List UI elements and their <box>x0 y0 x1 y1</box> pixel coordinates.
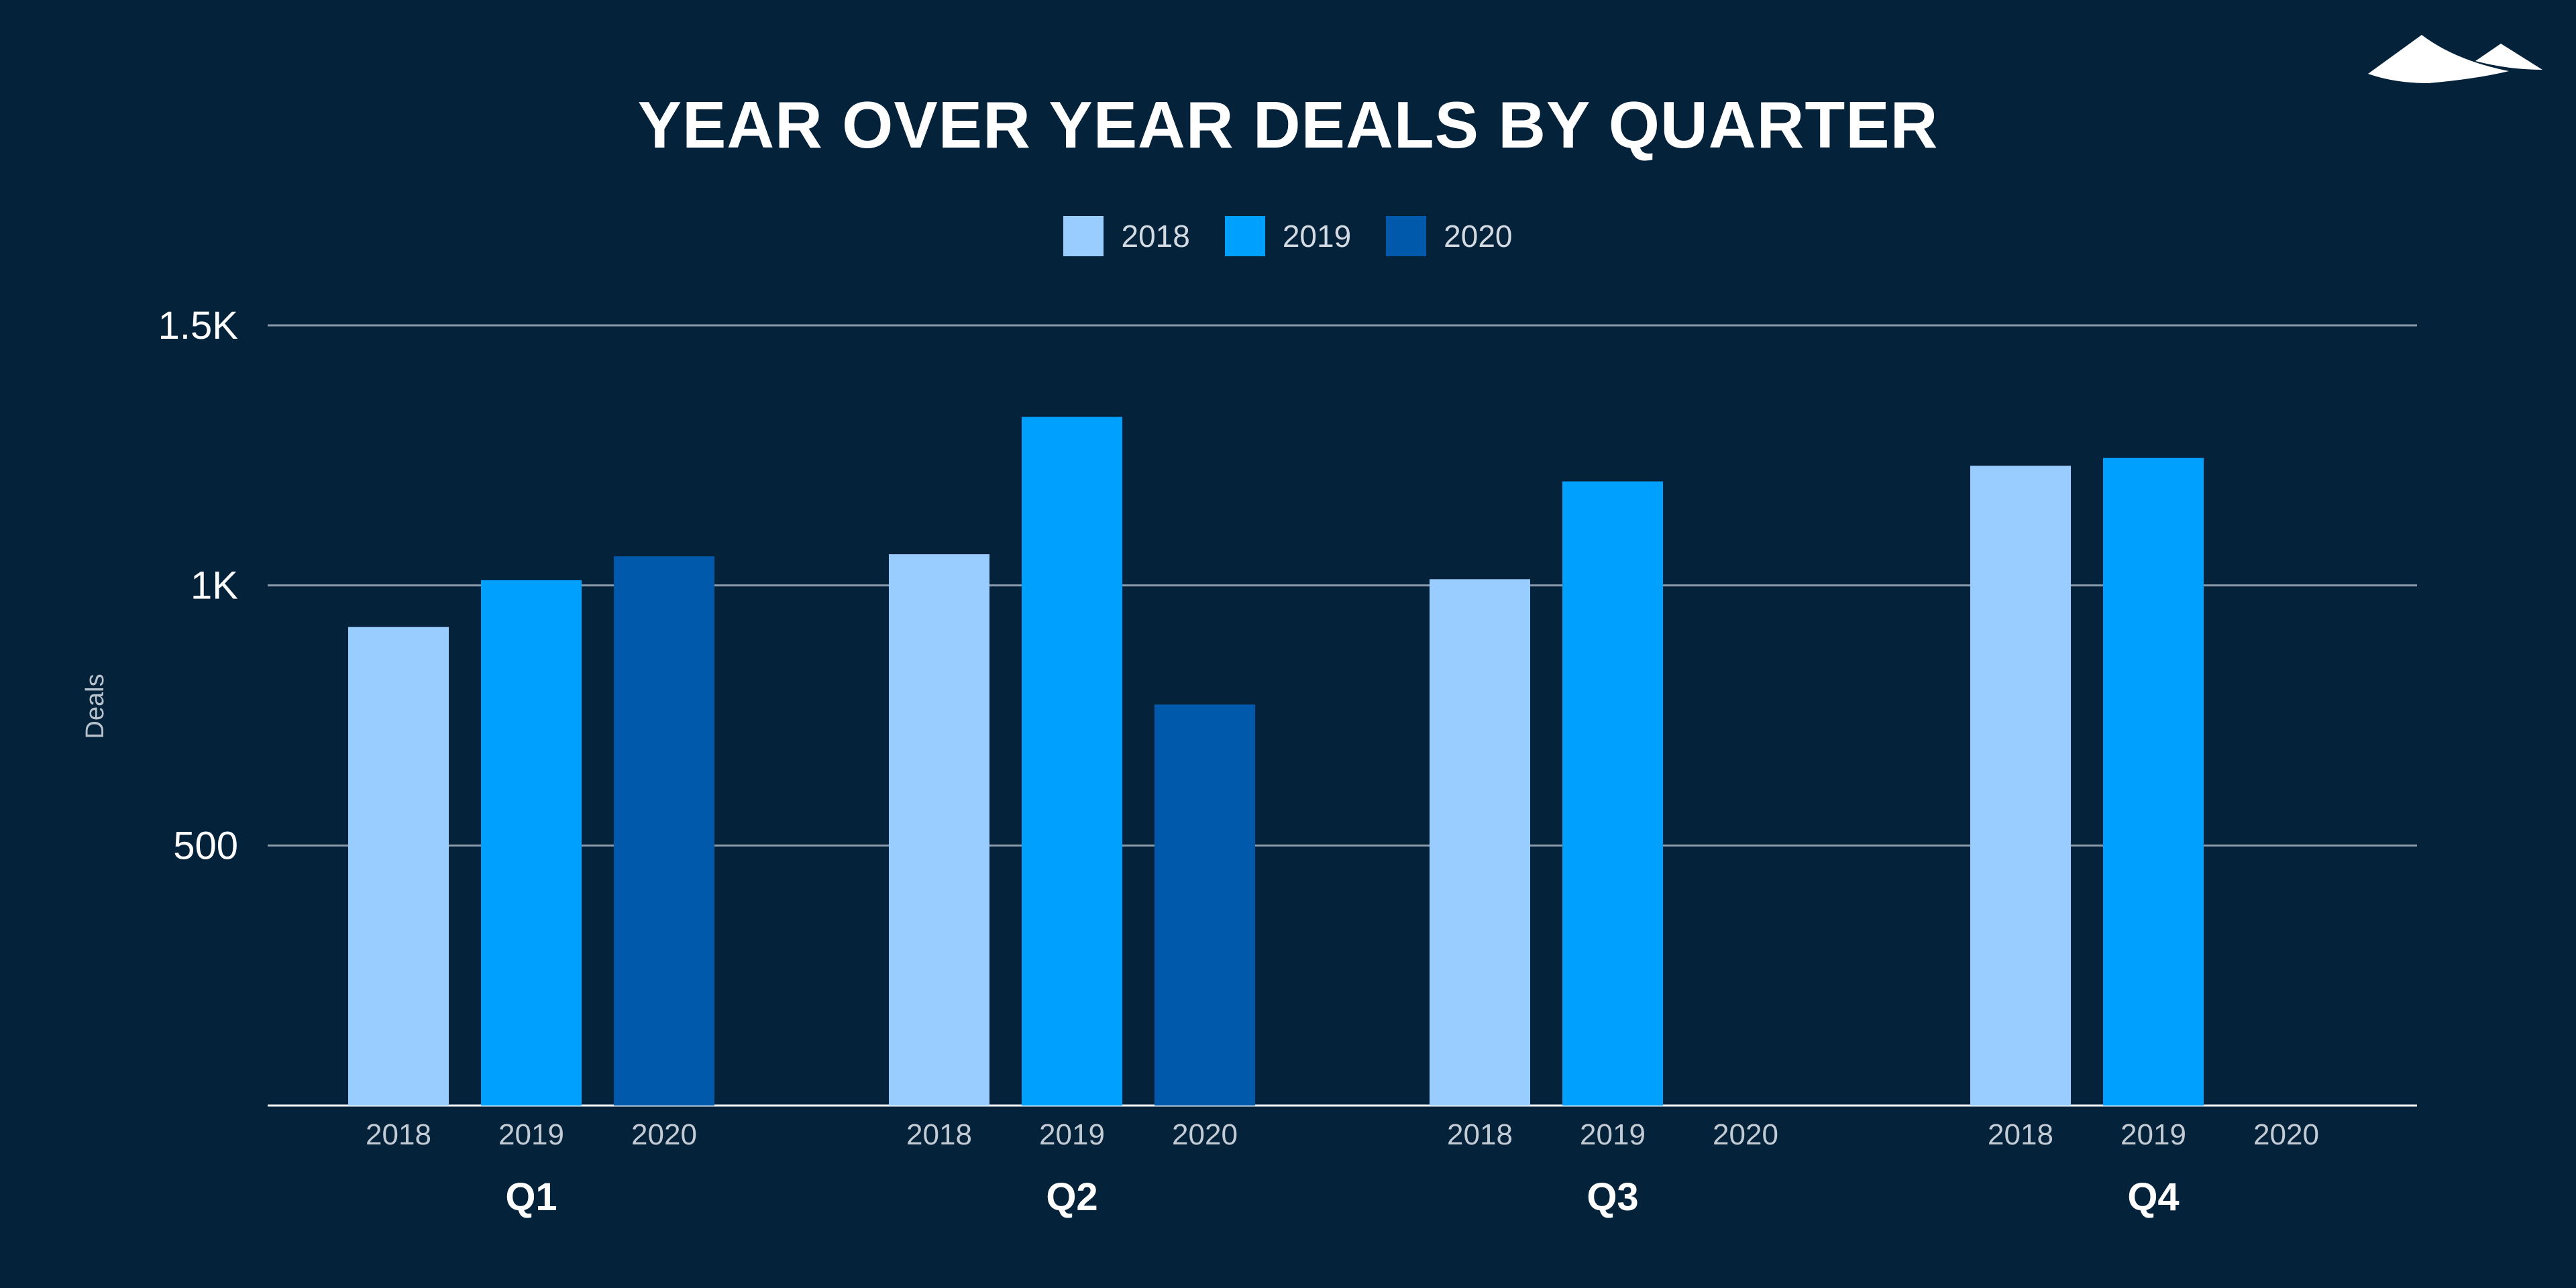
legend-label: 2019 <box>1282 219 1352 254</box>
x-sub-label: 2020 <box>1713 1118 1778 1151</box>
legend: 2018 2019 2020 <box>0 216 2576 256</box>
bar-q2-2020 <box>1155 704 1255 1106</box>
y-axis-label: Deals <box>81 674 109 739</box>
bar-q2-2018 <box>889 554 989 1106</box>
bar-q4-2019 <box>2103 458 2204 1106</box>
bar-q1-2019 <box>481 580 582 1106</box>
y-tick-label: 1.5K <box>158 304 239 347</box>
legend-label: 2020 <box>1444 219 1513 254</box>
legend-item-2019[interactable]: 2019 <box>1224 216 1352 256</box>
y-tick-label: 1K <box>191 564 238 608</box>
x-sub-label: 2019 <box>2121 1118 2186 1151</box>
x-sub-label: 2020 <box>2253 1118 2319 1151</box>
x-sub-label: 2019 <box>498 1118 564 1151</box>
x-sub-label: 2020 <box>631 1118 697 1151</box>
legend-item-2018[interactable]: 2018 <box>1063 216 1190 256</box>
bar-q3-2019 <box>1562 481 1663 1106</box>
bar-q1-2020 <box>614 556 714 1106</box>
x-sub-label: 2018 <box>1988 1118 2053 1151</box>
x-sub-label: 2018 <box>906 1118 972 1151</box>
bar-q2-2019 <box>1022 417 1122 1106</box>
legend-swatch <box>1063 216 1104 256</box>
category-label: Q3 <box>1587 1175 1638 1219</box>
category-label: Q4 <box>2127 1175 2179 1219</box>
y-tick-label: 500 <box>173 824 238 867</box>
x-sub-label: 2018 <box>366 1118 431 1151</box>
bar-q3-2018 <box>1430 579 1530 1106</box>
category-label: Q1 <box>505 1175 557 1219</box>
x-sub-label: 2020 <box>1172 1118 1238 1151</box>
x-sub-label: 2018 <box>1447 1118 1513 1151</box>
x-sub-label: 2019 <box>1580 1118 1646 1151</box>
category-label: Q2 <box>1046 1175 1097 1219</box>
bar-q1-2018 <box>348 627 449 1106</box>
bar-q4-2018 <box>1970 466 2071 1106</box>
legend-swatch <box>1386 216 1427 256</box>
legend-item-2020[interactable]: 2020 <box>1386 216 1513 256</box>
legend-swatch <box>1224 216 1265 256</box>
x-sub-label: 2019 <box>1039 1118 1105 1151</box>
chart-title: YEAR OVER YEAR DEALS BY QUARTER <box>637 88 1939 162</box>
legend-label: 2018 <box>1121 219 1190 254</box>
